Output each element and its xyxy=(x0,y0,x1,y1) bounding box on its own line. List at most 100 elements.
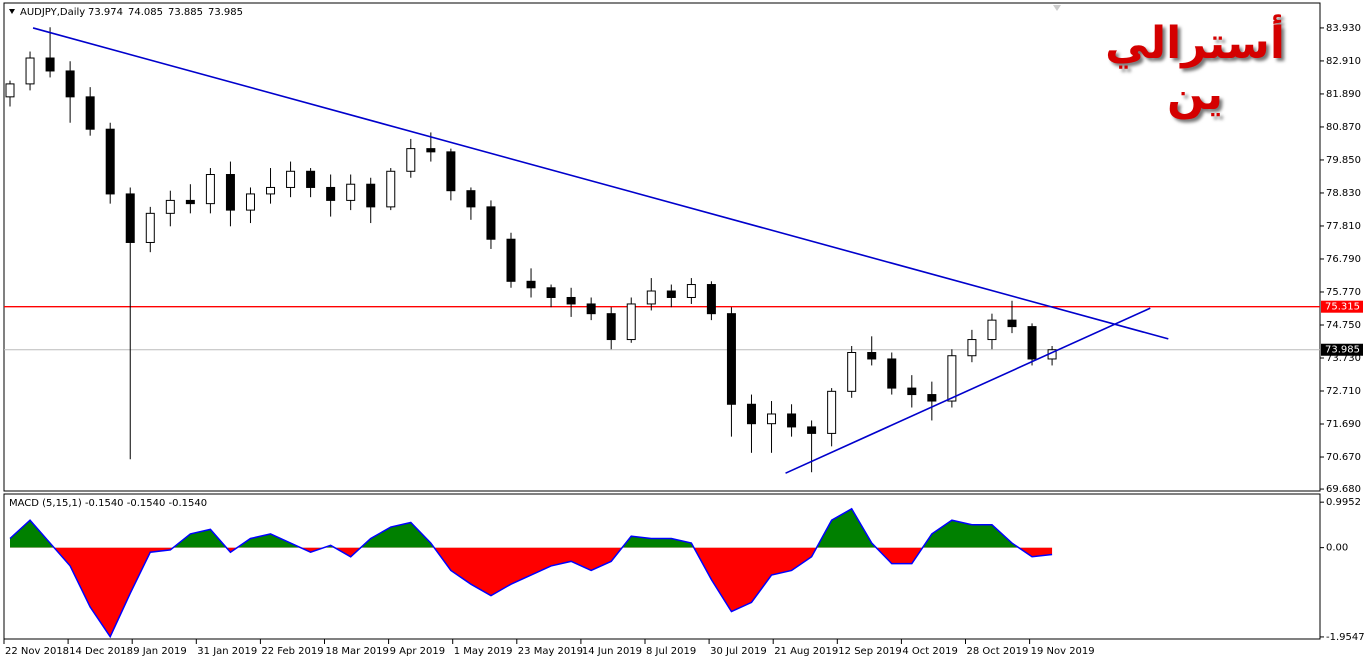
candle-body xyxy=(506,238,516,282)
candle-body xyxy=(245,193,255,211)
price-tag-label: 73.985 xyxy=(1325,345,1360,356)
candle-body xyxy=(486,206,496,240)
candle-body xyxy=(286,170,296,188)
candle-body xyxy=(706,284,716,315)
y-tick-label: 0.00 xyxy=(1326,543,1348,554)
level-tag xyxy=(1321,300,1363,313)
candle-body xyxy=(306,170,316,188)
candle-body xyxy=(686,284,696,298)
x-tick-label: 22 Nov 2018 xyxy=(5,646,69,657)
candle-body xyxy=(606,313,616,341)
candle-body xyxy=(1007,319,1017,328)
x-tick-label: 21 Aug 2019 xyxy=(774,646,838,657)
candle-body xyxy=(366,183,376,208)
trendline xyxy=(785,307,1151,474)
candle-body xyxy=(185,199,195,205)
y-tick-label: 75.770 xyxy=(1326,287,1361,298)
y-tick-label: 82.910 xyxy=(1326,56,1361,67)
candle-body xyxy=(1027,326,1037,360)
candle-body xyxy=(927,394,937,402)
candle-body xyxy=(105,128,115,195)
y-tick-label: 70.670 xyxy=(1326,452,1361,463)
price-tag xyxy=(1321,343,1363,356)
candle-body xyxy=(466,190,476,208)
candle-body xyxy=(746,403,756,425)
x-tick-label: 30 Jul 2019 xyxy=(710,646,767,657)
candle-body xyxy=(266,186,276,195)
candle-body xyxy=(726,313,736,405)
y-tick-label: 74.750 xyxy=(1326,320,1361,331)
candle-body xyxy=(346,183,356,201)
candle-body xyxy=(546,287,556,298)
candle-body xyxy=(566,296,576,305)
scroll-marker xyxy=(1053,5,1061,11)
x-tick-label: 23 May 2019 xyxy=(518,646,583,657)
quote-value: 73.985 xyxy=(208,7,243,18)
candle-body xyxy=(5,83,15,98)
candle-body xyxy=(386,170,396,208)
candle-body xyxy=(125,193,135,243)
x-tick-label: 18 Mar 2019 xyxy=(326,646,389,657)
candle-body xyxy=(987,319,997,341)
candle-body xyxy=(65,70,75,98)
candle-body xyxy=(426,148,436,153)
y-tick-label: 81.890 xyxy=(1326,89,1361,100)
y-tick-label: 83.930 xyxy=(1326,23,1361,34)
y-tick-label: 73.730 xyxy=(1326,353,1361,364)
candle-body xyxy=(666,290,676,298)
candle-body xyxy=(45,57,55,72)
macd-panel xyxy=(3,493,1321,640)
y-tick-label: 78.830 xyxy=(1326,188,1361,199)
y-tick-label: 80.870 xyxy=(1326,122,1361,133)
candle-body xyxy=(85,96,95,130)
candle-body xyxy=(887,358,897,389)
candle-body xyxy=(626,303,636,341)
x-tick-label: 14 Jun 2019 xyxy=(582,646,642,657)
y-tick-label: 79.850 xyxy=(1326,155,1361,166)
x-tick-label: 28 Oct 2019 xyxy=(967,646,1029,657)
candle-body xyxy=(907,387,917,396)
y-tick-label: 77.810 xyxy=(1326,221,1361,232)
macd-line xyxy=(9,507,1053,639)
x-tick-label: 4 Oct 2019 xyxy=(902,646,957,657)
x-tick-label: 9 Jan 2019 xyxy=(133,646,187,657)
y-tick-label: 76.790 xyxy=(1326,254,1361,265)
candle-body xyxy=(767,413,777,425)
quote-value: 73.974 xyxy=(88,7,123,18)
y-tick-label: 72.710 xyxy=(1326,386,1361,397)
x-tick-label: 22 Feb 2019 xyxy=(261,646,323,657)
candle-body xyxy=(205,174,215,205)
annotation: أسترالي ين xyxy=(1105,18,1285,120)
candle-body xyxy=(967,339,977,357)
macd-area-positive xyxy=(10,508,1019,548)
candle-body xyxy=(847,351,857,392)
x-tick-label: 1 May 2019 xyxy=(454,646,513,657)
candle-body xyxy=(25,57,35,85)
candle-body xyxy=(165,199,175,214)
candle-body xyxy=(586,303,596,315)
candle-body xyxy=(526,280,536,289)
level-tag-label: 75.315 xyxy=(1325,302,1360,313)
candle-body xyxy=(446,151,456,192)
candle-body xyxy=(646,290,656,305)
y-tick-label: 0.9952 xyxy=(1326,497,1361,508)
candle-body xyxy=(406,148,416,172)
y-tick-label: 71.690 xyxy=(1326,419,1361,430)
symbol-title: AUDJPY,Daily xyxy=(20,7,85,18)
candle-body xyxy=(787,413,797,428)
trendline xyxy=(32,27,1169,340)
x-tick-label: 19 Nov 2019 xyxy=(1031,646,1095,657)
quote-value: 73.885 xyxy=(168,7,203,18)
candle-body xyxy=(947,355,957,402)
x-tick-label: 8 Jul 2019 xyxy=(646,646,696,657)
x-tick-label: 12 Sep 2019 xyxy=(838,646,901,657)
y-tick-label: 69.680 xyxy=(1326,484,1361,495)
quote-value: 74.085 xyxy=(128,7,163,18)
candle-body xyxy=(827,390,837,434)
x-tick-label: 31 Jan 2019 xyxy=(197,646,257,657)
candle-body xyxy=(326,186,336,201)
y-tick-label: -1.9547 xyxy=(1326,632,1365,643)
main-panel xyxy=(3,2,1321,492)
